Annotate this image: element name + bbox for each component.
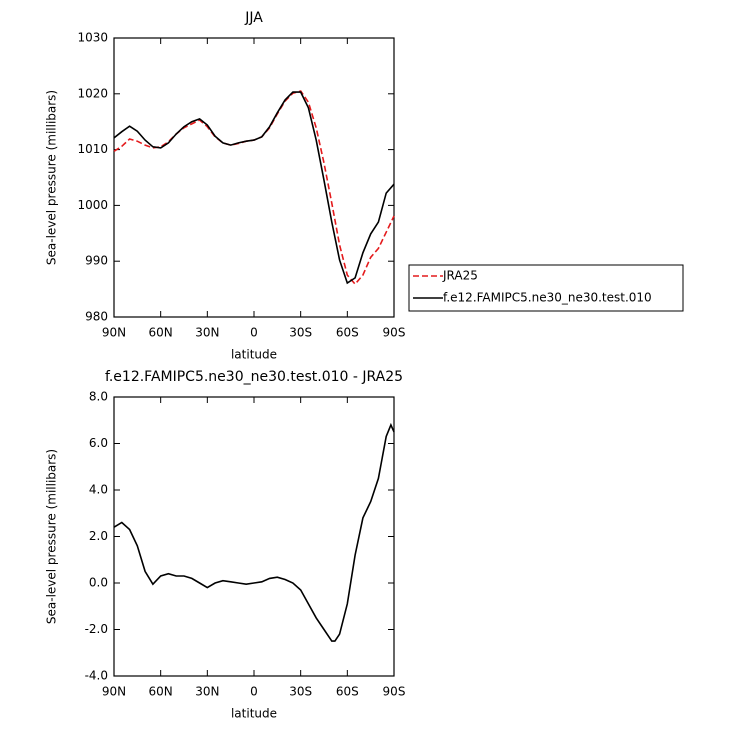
- y-axis-label: Sea-level pressure (millibars): [45, 90, 59, 265]
- y-tick-label: 0.0: [89, 576, 108, 590]
- legend-label: f.e12.FAMIPC5.ne30_ne30.test.010: [443, 291, 652, 305]
- y-tick-label: 1020: [77, 86, 108, 100]
- x-tick-label: 60S: [336, 685, 359, 699]
- legend-label: JRA25: [442, 269, 478, 283]
- x-tick-label: 60S: [336, 326, 359, 340]
- y-tick-label: 1010: [77, 142, 108, 156]
- plot-frame: [113, 37, 395, 318]
- y-tick-label: 6.0: [89, 436, 108, 450]
- x-tick-label: 0: [250, 685, 258, 699]
- x-tick-label: 60N: [149, 326, 173, 340]
- y-tick-label: -2.0: [85, 622, 108, 636]
- data-line: [113, 422, 395, 642]
- x-tick-label: 90N: [102, 326, 126, 340]
- y-tick-label: 980: [85, 310, 108, 324]
- y-tick-label: 8.0: [89, 390, 108, 404]
- plot-frame: [113, 396, 395, 677]
- x-tick-label: 90S: [383, 326, 406, 340]
- x-tick-label: 90N: [102, 685, 126, 699]
- x-tick-label: 0: [250, 326, 258, 340]
- x-axis-label: latitude: [231, 348, 277, 362]
- x-tick-label: 90S: [383, 685, 406, 699]
- y-tick-label: 1030: [77, 31, 108, 45]
- x-tick-label: 30N: [195, 326, 219, 340]
- chart-title: JJA: [244, 10, 263, 26]
- y-tick-label: 4.0: [89, 483, 108, 497]
- y-tick-label: 2.0: [89, 529, 108, 543]
- x-tick-label: 30S: [289, 326, 312, 340]
- x-axis-label: latitude: [231, 707, 277, 721]
- y-axis-label: Sea-level pressure (millibars): [45, 449, 59, 624]
- y-tick-label: 1000: [77, 198, 108, 212]
- legend-box: [408, 264, 684, 312]
- data-line: [113, 90, 395, 286]
- y-tick-label: 990: [85, 254, 108, 268]
- x-tick-label: 30N: [195, 685, 219, 699]
- x-tick-label: 60N: [149, 685, 173, 699]
- data-line: [113, 91, 395, 285]
- chart-title: f.e12.FAMIPC5.ne30_ne30.test.010 - JRA25: [105, 369, 403, 385]
- x-tick-label: 30S: [289, 685, 312, 699]
- y-tick-label: -4.0: [85, 669, 108, 683]
